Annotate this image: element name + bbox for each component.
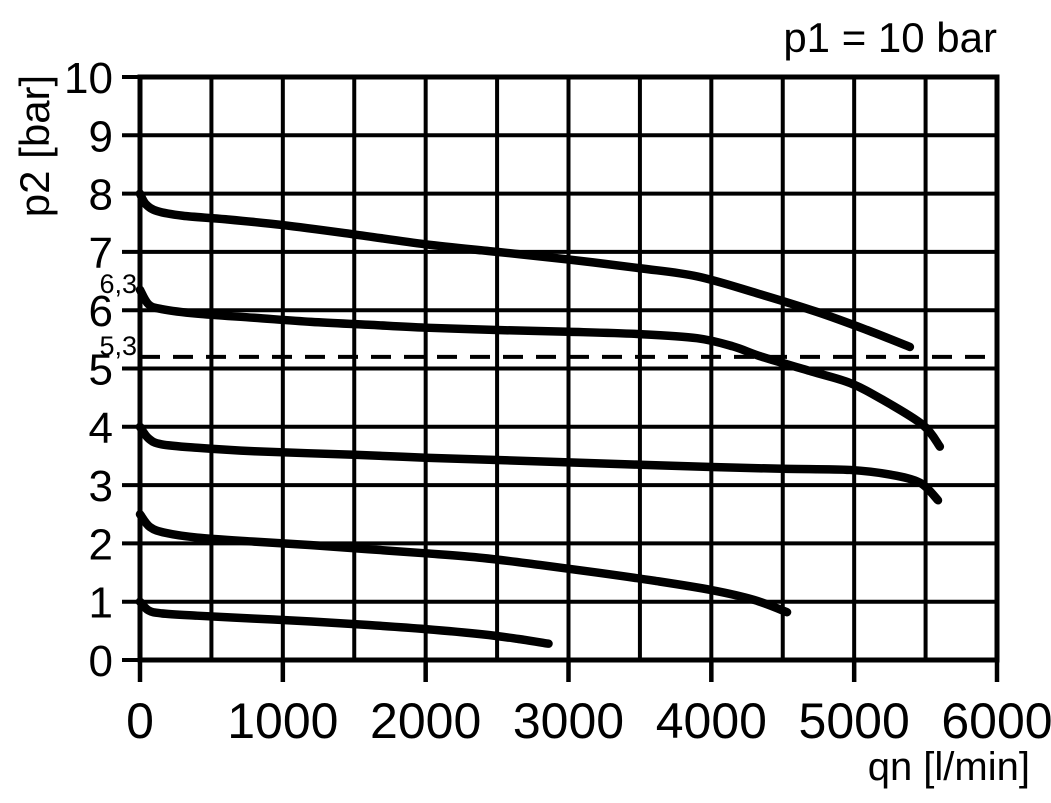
y-tick-label: 3 (89, 462, 113, 511)
curve-set-8-bar (135, 189, 915, 352)
x-tick-label: 0 (126, 693, 154, 749)
x-tick-label: 5000 (799, 693, 910, 749)
x-tick-label: 4000 (656, 693, 767, 749)
y-minor-label: 6,3 (99, 269, 137, 299)
chart-title: p1 = 10 bar (783, 14, 997, 61)
y-tick-label: 0 (89, 637, 113, 686)
curve-set-6-3-bar (135, 285, 945, 451)
y-minor-label: 5,3 (99, 331, 137, 361)
y-tick-label: 7 (89, 229, 113, 278)
curve-set-2-5-bar (135, 510, 792, 617)
y-tick-label: 10 (64, 54, 113, 103)
y-tick-label: 4 (89, 404, 113, 453)
y-tick-label: 9 (89, 112, 113, 161)
y-tick-label: 6 (89, 287, 113, 336)
curve-set-1-bar (135, 597, 553, 648)
x-tick-label: 1000 (227, 693, 338, 749)
x-axis-title: qn [l/min] (867, 745, 1030, 789)
y-tick-label: 5 (89, 346, 113, 395)
curve-set-4-bar (135, 422, 943, 505)
y-tick-label: 2 (89, 520, 113, 569)
x-tick-label: 3000 (513, 693, 624, 749)
x-tick-label: 2000 (370, 693, 481, 749)
x-tick-label: 6000 (941, 693, 1051, 749)
y-tick-label: 1 (89, 579, 113, 628)
y-tick-label: 8 (89, 171, 113, 220)
